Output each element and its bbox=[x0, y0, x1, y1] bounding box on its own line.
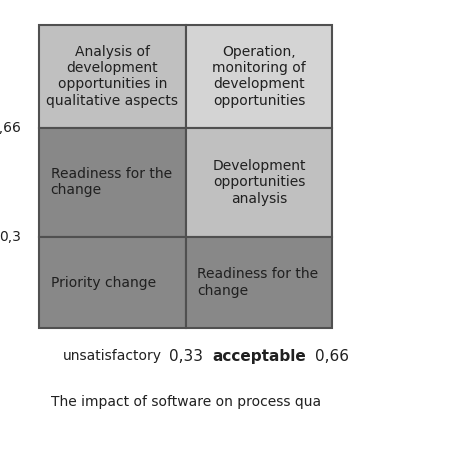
Text: Operation,
monitoring of
development
opportunities: Operation, monitoring of development opp… bbox=[212, 45, 306, 108]
Bar bbox=[39, 25, 186, 128]
Text: acceptable: acceptable bbox=[212, 349, 306, 364]
Text: 0,66: 0,66 bbox=[315, 349, 349, 364]
Bar bbox=[39, 128, 186, 237]
Text: Readiness for the
change: Readiness for the change bbox=[197, 267, 319, 298]
Text: Development
opportunities
analysis: Development opportunities analysis bbox=[212, 159, 306, 206]
Bar bbox=[186, 237, 332, 328]
Text: Priority change: Priority change bbox=[51, 275, 155, 290]
Text: Analysis of
development
opportunities in
qualitative aspects: Analysis of development opportunities in… bbox=[46, 45, 178, 108]
Bar bbox=[39, 237, 186, 328]
Text: 0,33: 0,33 bbox=[169, 349, 202, 364]
Bar bbox=[186, 25, 332, 128]
Text: The impact of software on process qua: The impact of software on process qua bbox=[51, 395, 321, 409]
Text: 0,3: 0,3 bbox=[0, 230, 21, 244]
Text: 0,66: 0,66 bbox=[0, 121, 21, 135]
Bar bbox=[186, 128, 332, 237]
Text: unsatisfactory: unsatisfactory bbox=[63, 349, 162, 363]
Text: Readiness for the
change: Readiness for the change bbox=[51, 167, 172, 198]
